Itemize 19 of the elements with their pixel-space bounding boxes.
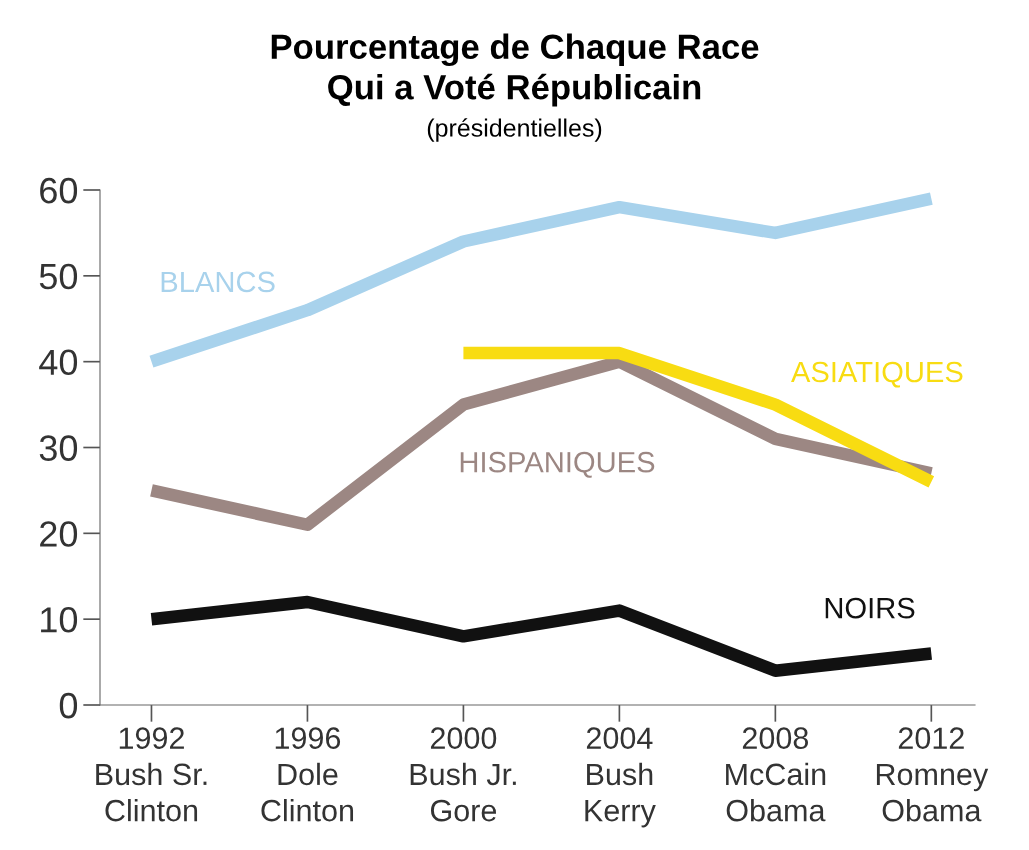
y-tick-label: 60	[40, 177, 78, 204]
y-tick-label: 0	[59, 692, 78, 719]
series-label: BLANCS	[161, 271, 275, 293]
y-tick-label: 10	[41, 607, 78, 633]
x-tick-label: 1996 Dole Clinton	[261, 727, 354, 822]
x-tick-label: 2008 McCain Obama	[726, 727, 826, 822]
series-label: ASIATIQUES	[791, 361, 963, 388]
y-tick-label: 40	[39, 349, 78, 376]
chart-subtitle: (présidentielles)	[427, 118, 602, 142]
series-label: HISPANIQUES	[460, 451, 655, 478]
x-tick-label: 2004 Bush Kerry	[585, 727, 656, 828]
chart-title: Pourcentage de Chaque Race Qui a Voté Républicain	[271, 33, 759, 107]
x-tick-label: 1992 Bush Sr. Clinton	[96, 727, 207, 822]
y-tick-label: 50	[39, 263, 78, 290]
series-label: NOIRS	[825, 597, 915, 619]
x-tick-label: 2012 Romney Obama	[876, 727, 989, 822]
y-tick-label: 30	[39, 435, 78, 461]
y-tick-label: 20	[40, 521, 78, 547]
x-tick-label: 2000 Bush Jr. Gore	[410, 727, 516, 822]
